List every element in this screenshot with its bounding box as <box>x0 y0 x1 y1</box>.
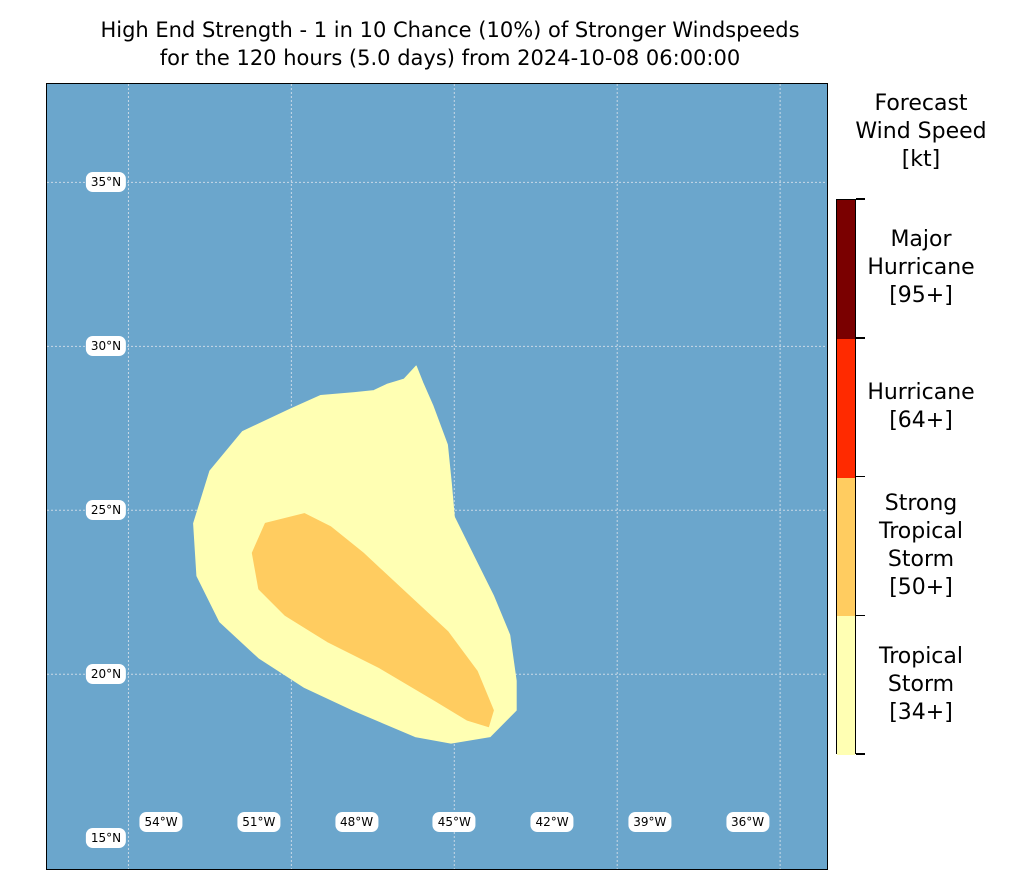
colorbar-segment <box>837 338 855 478</box>
colorbar-category-label: Major Hurricane [95+] <box>867 227 975 309</box>
latitude-label: 25°N <box>85 500 127 521</box>
colorbar-tick <box>856 475 865 478</box>
longitude-label: 36°W <box>725 812 770 832</box>
colorbar-segment <box>837 200 855 339</box>
colorbar-category-label: Strong Tropical Storm [50+] <box>879 490 963 600</box>
colorbar-tick <box>856 198 865 200</box>
colorbar-tick <box>856 614 865 616</box>
legend-title-line: Forecast <box>874 91 968 116</box>
latitude-label: 30°N <box>85 336 127 357</box>
chart-title-line1: High End Strength - 1 in 10 Chance (10%)… <box>100 18 800 42</box>
longitude-label: 39°W <box>628 812 672 832</box>
latitude-label: 35°N <box>85 172 127 193</box>
longitude-label: 54°W <box>139 812 183 832</box>
longitude-label: 48°W <box>334 812 379 832</box>
colorbar-tick <box>856 753 865 755</box>
colorbar-segment <box>837 616 855 755</box>
wind-speed-colorbar <box>836 199 856 755</box>
map-panel[interactable]: 35°N 30°N 25°N 20°N 15°N 54°W 51°W 48°W 45°W 42°W… <box>46 83 828 870</box>
latitude-label: 20°N <box>85 664 127 685</box>
colorbar-segment <box>837 477 855 617</box>
longitude-label: 45°W <box>432 812 476 832</box>
longitude-label: 51°W <box>237 812 281 832</box>
legend-title-line: [kt] <box>901 147 941 172</box>
latitude-label: 15°N <box>85 828 127 849</box>
legend-title-line: Wind Speed <box>855 119 987 144</box>
longitude-label: 42°W <box>530 812 574 832</box>
map-canvas <box>47 84 827 869</box>
chart-title-line2: for the 120 hours (5.0 days) from 2024-1… <box>159 46 741 70</box>
colorbar-category-label: Tropical Storm [34+] <box>879 643 963 725</box>
colorbar-category-label: Hurricane [64+] <box>867 380 975 434</box>
colorbar-tick <box>856 337 865 339</box>
strong-tropical-storm-wind-area <box>251 513 494 728</box>
legend-title: Forecast Wind Speed [kt] <box>836 90 1006 174</box>
